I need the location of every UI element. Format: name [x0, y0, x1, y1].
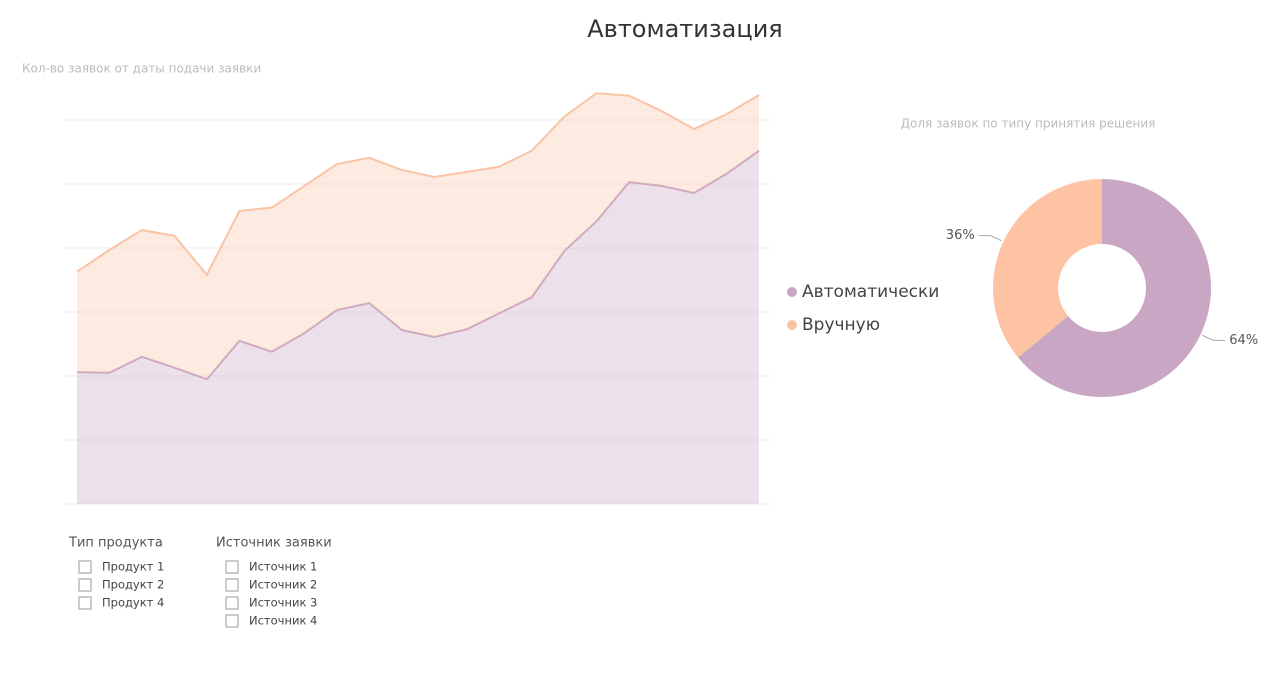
legend-swatch: [787, 287, 797, 297]
checkbox[interactable]: [225, 578, 239, 592]
checkbox[interactable]: [225, 614, 239, 628]
data-label: 64%: [1229, 333, 1258, 348]
leader-line: [1202, 334, 1226, 341]
filter-option[interactable]: Источник 4: [249, 614, 317, 628]
filter-option[interactable]: Продукт 2: [102, 578, 164, 592]
line: [76, 92, 760, 277]
chart-title: Кол-во заявок от даты подачи заявки: [22, 62, 261, 76]
legend-label: Автоматически: [802, 282, 939, 302]
checkbox[interactable]: [225, 596, 239, 610]
filter-option[interactable]: Источник 3: [249, 596, 317, 610]
filter-option[interactable]: Источник 2: [249, 578, 317, 592]
checkbox[interactable]: [78, 596, 92, 610]
filter-title: Источник заявки: [216, 536, 332, 551]
donut-slice: [1018, 179, 1211, 397]
page-title: Автоматизация: [587, 15, 782, 43]
donut-slice: [992, 179, 1102, 358]
checkbox[interactable]: [225, 560, 239, 574]
area: [77, 150, 759, 504]
area: [77, 93, 759, 380]
filter-title: Тип продукта: [68, 536, 163, 551]
data-label: 36%: [946, 228, 975, 243]
chart-title: Доля заявок по типу принятия решения: [901, 117, 1156, 131]
legend-label: Вручную: [802, 315, 880, 335]
line: [76, 149, 760, 381]
checkbox[interactable]: [78, 560, 92, 574]
filter-option[interactable]: Источник 1: [249, 560, 317, 574]
checkbox[interactable]: [78, 578, 92, 592]
legend-swatch: [787, 320, 797, 330]
filter-option[interactable]: Продукт 1: [102, 560, 164, 574]
filter-option[interactable]: Продукт 4: [102, 596, 164, 610]
leader-line: [978, 235, 1002, 242]
